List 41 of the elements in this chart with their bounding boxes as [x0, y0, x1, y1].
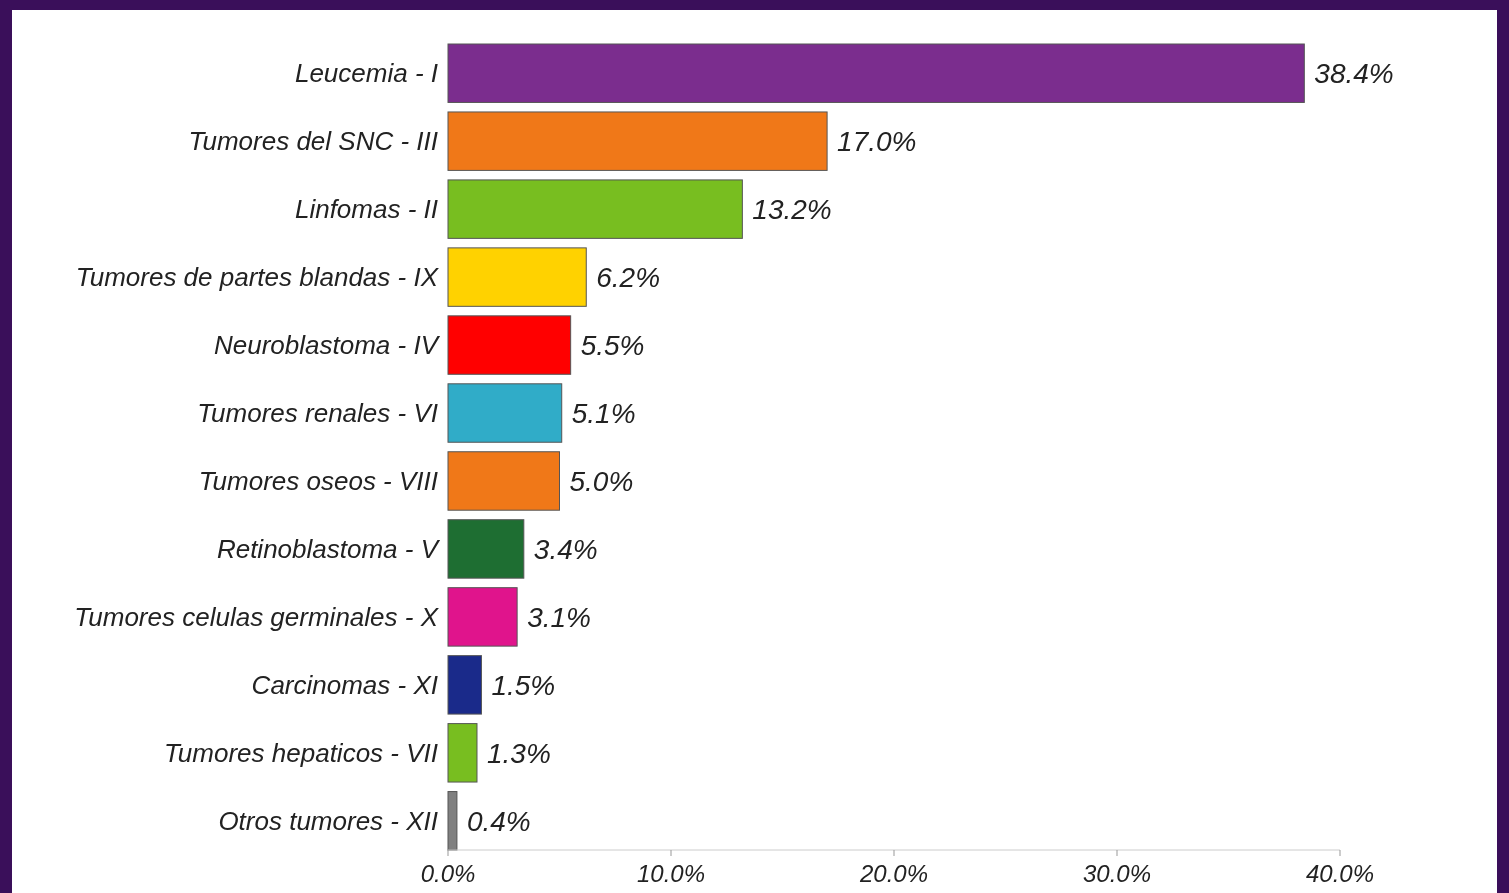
y-tick-label: Tumores de partes blandas - IX — [75, 262, 440, 293]
y-tick-label: Tumores oseos - VIII — [198, 466, 438, 497]
y-tick-label: Carcinomas - XI — [251, 669, 438, 700]
bar — [447, 315, 572, 375]
bar — [447, 519, 525, 579]
bar — [447, 791, 458, 851]
data-label: 5.5% — [580, 329, 645, 361]
bar — [447, 451, 560, 511]
data-label: 0.4% — [466, 805, 531, 837]
data-label: 3.1% — [527, 601, 591, 633]
y-tick-label: Leucemia - I — [294, 58, 438, 89]
bar — [447, 179, 743, 239]
x-tick-label: 40.0% — [1305, 860, 1375, 887]
data-label: 6.2% — [596, 261, 661, 293]
data-label: 1.3% — [486, 737, 551, 769]
y-tick-label: Tumores del SNC - III — [188, 126, 438, 157]
y-tick-label: Tumores celulas germinales - X — [74, 602, 440, 632]
x-tick-label: 20.0% — [858, 860, 929, 887]
bar — [447, 247, 587, 307]
x-tick-label: 30.0% — [1082, 860, 1152, 887]
y-tick-label: Neuroblastoma - IV — [214, 330, 441, 361]
y-tick-label: Tumores hepaticos - VII — [163, 737, 438, 768]
data-label: 5.1% — [571, 397, 636, 429]
y-tick-label: Retinoblastoma - V — [216, 534, 441, 565]
data-label: 1.5% — [491, 669, 556, 701]
data-label: 13.2% — [752, 193, 832, 225]
y-tick-label: Linfomas - II — [294, 194, 438, 225]
bar — [447, 723, 478, 783]
bar — [447, 655, 482, 715]
data-label: 38.4% — [1314, 58, 1394, 90]
data-label: 17.0% — [837, 125, 917, 157]
y-tick-label: Tumores renales - VI — [197, 398, 438, 429]
x-tick-label: 10.0% — [636, 860, 706, 887]
bar — [447, 383, 563, 443]
bar — [447, 43, 1305, 103]
data-label: 3.4% — [533, 533, 598, 565]
data-label: 5.0% — [569, 465, 634, 497]
x-tick-label: 0.0% — [420, 860, 476, 887]
y-tick-label: Otros tumores - XII — [218, 805, 438, 836]
bar — [447, 111, 828, 171]
bar — [447, 587, 518, 647]
